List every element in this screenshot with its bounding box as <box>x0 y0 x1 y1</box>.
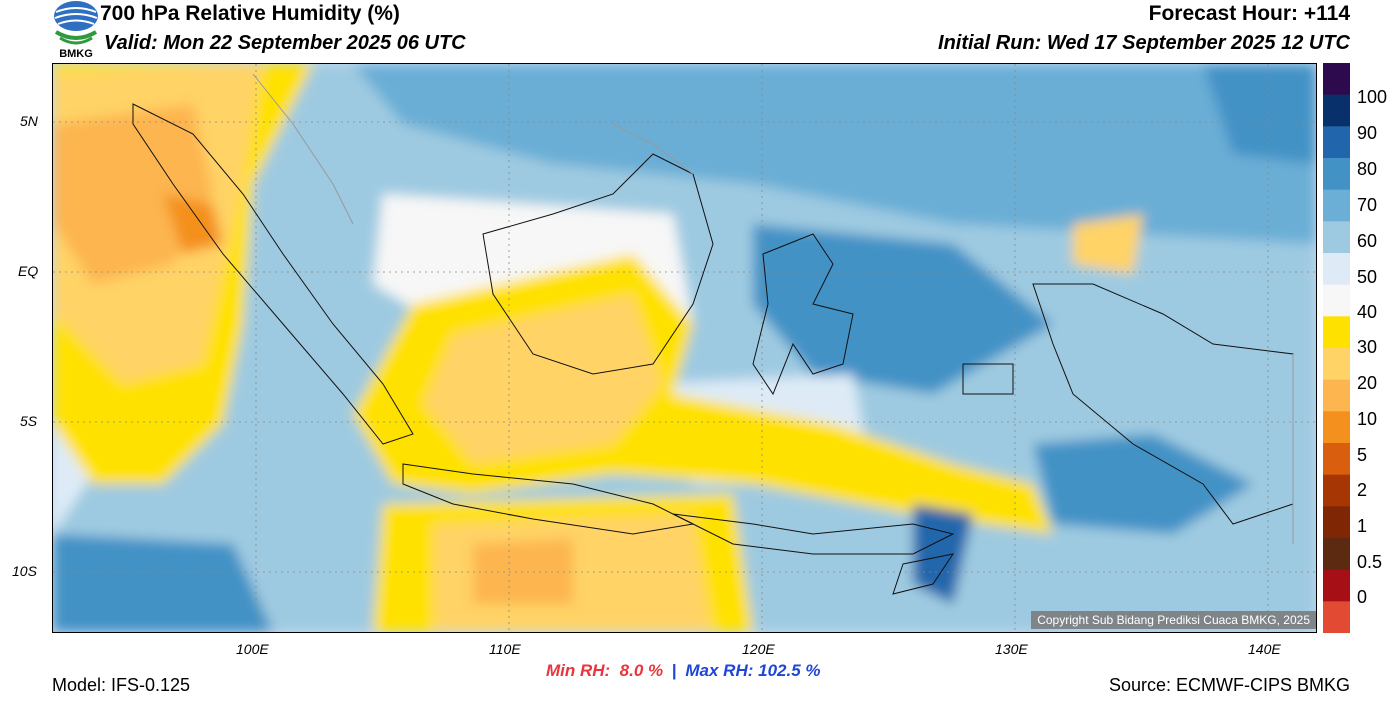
lon-label-110e: 110E <box>489 641 521 657</box>
colorbar-swatch <box>1323 126 1350 159</box>
colorbar-swatch <box>1323 601 1350 634</box>
min-rh-label: Min RH: <box>546 661 611 680</box>
colorbar-swatch <box>1323 63 1350 96</box>
source-label: Source: ECMWF-CIPS BMKG <box>1108 675 1350 695</box>
colorbar-label-0: 0 <box>1357 587 1368 607</box>
lon-label-130e: 130E <box>995 641 1028 657</box>
min-max-summary: Min RH: 8.0 % | Max RH: 102.5 % <box>546 661 821 681</box>
initial-run: Initial Run: Wed 17 September 2025 12 UT… <box>938 32 1350 54</box>
colorbar-swatch <box>1323 316 1350 349</box>
colorbar-swatch <box>1323 284 1350 317</box>
colorbar-swatch <box>1323 348 1350 381</box>
chart-title: 700 hPa Relative Humidity (%) <box>100 2 400 25</box>
copyright-notice: Copyright Sub Bidang Prediksi Cuaca BMKG… <box>1031 611 1316 629</box>
humidity-field <box>53 64 1316 632</box>
colorbar-label-20: 20 <box>1357 373 1378 393</box>
colorbar-label-1: 1 <box>1357 516 1368 536</box>
colorbar-label-0-5: 0.5 <box>1357 552 1383 572</box>
colorbar-label-2: 2 <box>1357 480 1368 500</box>
colorbar-swatch <box>1323 221 1350 254</box>
min-rh-value: 8.0 % <box>619 661 664 680</box>
colorbar-swatch <box>1323 569 1350 602</box>
colorbar-label-50: 50 <box>1357 267 1378 287</box>
model-label: Model: IFS-0.125 <box>52 675 191 695</box>
bmkg-logo <box>52 0 100 60</box>
lat-label-10s: 10S <box>12 563 37 579</box>
max-rh-label: Max RH: <box>685 661 754 680</box>
colorbar-label-40: 40 <box>1357 302 1378 322</box>
colorbar-label-30: 30 <box>1357 337 1378 357</box>
colorbar-swatch <box>1323 379 1350 412</box>
graticule <box>53 64 1316 632</box>
colorbar-swatch <box>1323 411 1350 444</box>
colorbar-swatch <box>1323 443 1350 476</box>
borders <box>252 73 1294 544</box>
colorbar-label-60: 60 <box>1357 231 1378 251</box>
lat-label-5s: 5S <box>20 413 38 429</box>
lat-label-5n: 5N <box>20 113 38 129</box>
forecast-hour: Forecast Hour: +114 <box>1148 2 1350 25</box>
logo-text: BMKG <box>59 48 93 60</box>
colorbar-label-100: 100 <box>1357 87 1388 107</box>
max-rh-value: 102.5 % <box>758 661 821 680</box>
colorbar-swatch <box>1323 506 1350 539</box>
min-max-separator: | <box>671 661 677 680</box>
lon-label-100e: 100E <box>236 641 269 657</box>
colorbar-swatch <box>1323 538 1350 571</box>
colorbar-label-70: 70 <box>1357 195 1378 215</box>
colorbar <box>1323 63 1350 634</box>
colorbar-label-90: 90 <box>1357 123 1378 143</box>
lon-label-140e: 140E <box>1248 641 1281 657</box>
colorbar-swatch <box>1323 253 1350 286</box>
colorbar-label-5: 5 <box>1357 445 1368 465</box>
colorbar-swatch <box>1323 94 1350 127</box>
coastlines <box>132 103 1294 595</box>
valid-time: Valid: Mon 22 September 2025 06 UTC <box>104 32 466 54</box>
colorbar-swatch <box>1323 189 1350 222</box>
colorbar-swatch <box>1323 474 1350 507</box>
colorbar-swatch <box>1323 158 1350 191</box>
colorbar-label-10: 10 <box>1357 409 1378 429</box>
humidity-map <box>52 63 1317 633</box>
colorbar-label-80: 80 <box>1357 159 1378 179</box>
lon-label-120e: 120E <box>742 641 775 657</box>
lat-label-eq: EQ <box>18 263 39 279</box>
